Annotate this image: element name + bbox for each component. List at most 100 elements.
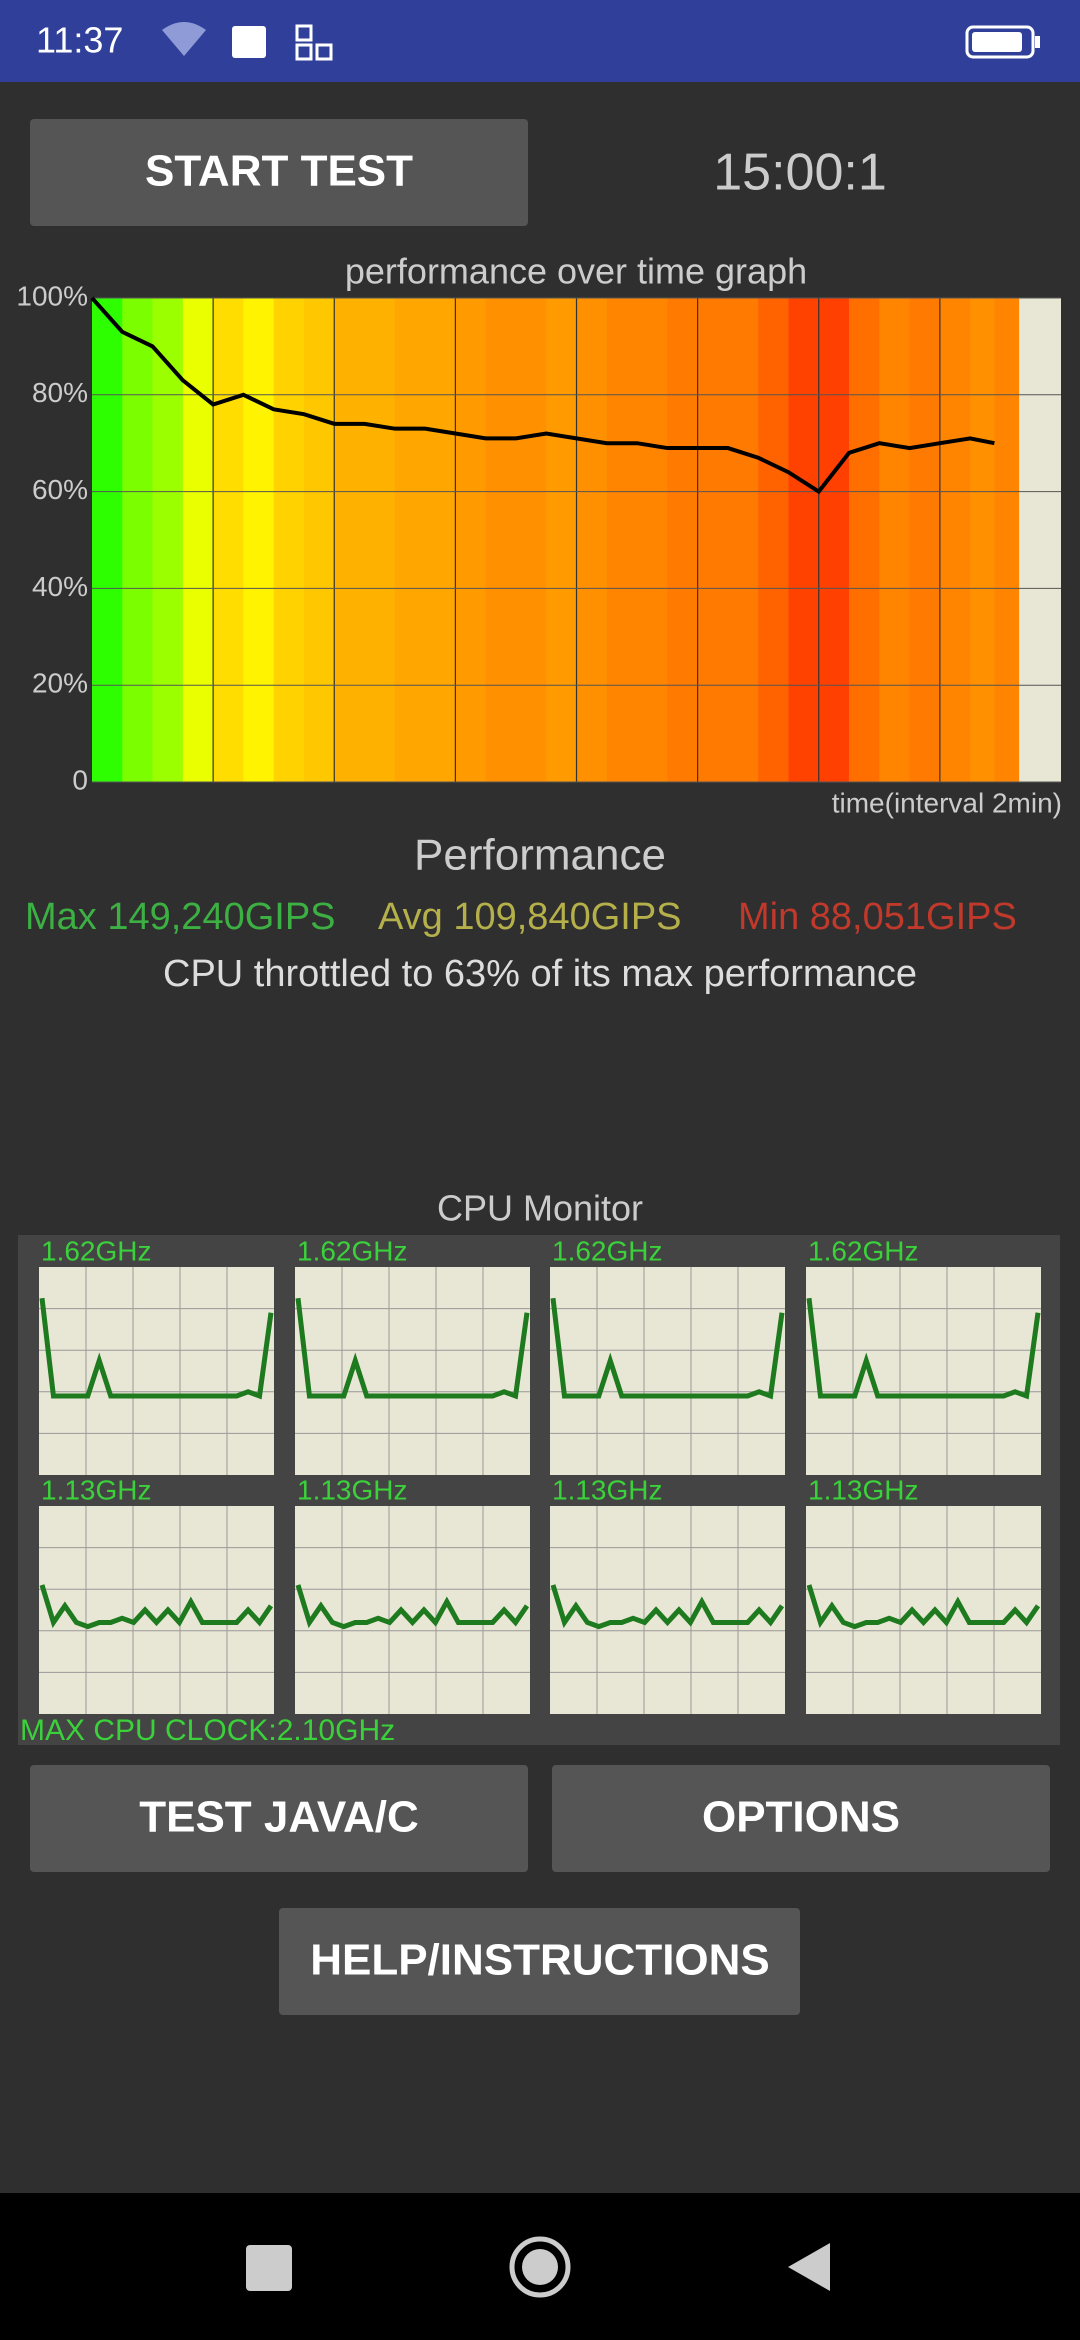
cpu-monitor-title: CPU Monitor <box>437 1188 643 1229</box>
heat-band <box>92 298 123 782</box>
core-frequency: 1.62GHz <box>297 1235 408 1266</box>
heat-band <box>425 298 456 782</box>
x-axis-label: time(interval 2min) <box>832 787 1062 818</box>
heat-band <box>182 298 214 782</box>
status-bar <box>0 0 1080 82</box>
avg-performance: Avg 109,840GIPS <box>378 896 682 938</box>
heat-band <box>909 298 941 782</box>
heat-band <box>727 298 759 782</box>
options-button[interactable] <box>552 1765 1050 1872</box>
heat-band <box>152 298 184 782</box>
core-chart: 1.62GHz <box>550 1235 785 1475</box>
core-frequency: 1.13GHz <box>808 1474 919 1505</box>
core-plot <box>806 1267 1041 1475</box>
core-line <box>295 1297 530 1400</box>
core-frequency: 1.13GHz <box>552 1474 663 1505</box>
test-java-button[interactable] <box>30 1765 528 1872</box>
apps-icon <box>295 24 313 42</box>
heat-band <box>303 298 335 782</box>
heat-band <box>849 298 880 782</box>
core-plot <box>39 1267 274 1475</box>
core-chart: 1.62GHz <box>806 1235 1041 1475</box>
min-performance: Min 88,051GIPS <box>738 896 1017 938</box>
core-plot <box>295 1267 530 1475</box>
image-icon <box>232 26 266 58</box>
core-chart: 1.62GHz <box>39 1235 274 1475</box>
heat-band <box>243 298 275 782</box>
heat-band <box>758 298 789 782</box>
core-plot <box>550 1506 785 1714</box>
core-frequency: 1.13GHz <box>41 1474 152 1505</box>
heat-band <box>394 298 426 782</box>
core-chart: 1.13GHz <box>295 1474 530 1714</box>
heat-band <box>455 298 487 782</box>
heat-band <box>994 298 1020 782</box>
y-tick-label: 60% <box>32 474 88 505</box>
core-frequency: 1.62GHz <box>552 1235 663 1266</box>
heat-band <box>637 298 668 782</box>
core-line <box>806 1584 1041 1630</box>
recents-button[interactable] <box>246 2245 292 2291</box>
core-plot <box>39 1506 274 1714</box>
start-test-label[interactable]: START TEST <box>145 147 413 196</box>
heat-band <box>515 298 547 782</box>
y-tick-label: 80% <box>32 377 88 408</box>
heat-band <box>788 298 820 782</box>
heat-band <box>697 298 729 782</box>
help-label[interactable]: HELP/INSTRUCTIONS <box>310 1936 770 1985</box>
heat-band <box>576 298 608 782</box>
y-tick-label: 40% <box>32 571 88 602</box>
core-frequency: 1.62GHz <box>41 1235 152 1266</box>
heat-band <box>364 298 396 782</box>
core-plot <box>806 1506 1041 1714</box>
apps-icon <box>295 43 313 61</box>
heat-band <box>970 298 995 782</box>
core-line <box>39 1584 274 1630</box>
home-button-dot <box>522 2249 558 2285</box>
heat-band <box>122 298 154 782</box>
options-label[interactable]: OPTIONS <box>702 1793 900 1842</box>
performance-line <box>90 296 995 495</box>
test-java-label[interactable]: TEST JAVA/C <box>139 1793 419 1842</box>
performance-title: Performance <box>414 831 666 880</box>
wifi-icon <box>162 22 206 56</box>
battery-level <box>972 32 1022 52</box>
max-cpu-clock: MAX CPU CLOCK:2.10GHz <box>20 1714 395 1747</box>
heat-band <box>213 298 244 782</box>
timer: 15:00:1 <box>713 144 887 202</box>
core-line <box>550 1584 785 1630</box>
core-chart: 1.13GHz <box>550 1474 785 1714</box>
y-tick-label: 20% <box>32 668 88 699</box>
heat-band <box>546 298 577 782</box>
apps-icon <box>315 43 333 61</box>
back-button[interactable] <box>788 2243 830 2291</box>
max-performance: Max 149,240GIPS <box>25 896 336 938</box>
home-button[interactable] <box>509 2236 571 2298</box>
heat-band <box>334 298 366 782</box>
core-line <box>39 1297 274 1400</box>
core-chart: 1.62GHz <box>295 1235 530 1475</box>
core-frequency: 1.62GHz <box>808 1235 919 1266</box>
core-line <box>295 1584 530 1630</box>
help-button[interactable] <box>279 1908 800 2015</box>
heat-band <box>485 298 517 782</box>
core-plot <box>550 1267 785 1475</box>
core-frequency: 1.13GHz <box>297 1474 408 1505</box>
heat-band <box>939 298 971 782</box>
clock: 11:37 <box>36 20 123 61</box>
heat-band <box>273 298 305 782</box>
core-line <box>806 1297 1041 1400</box>
core-plot <box>295 1506 530 1714</box>
core-line <box>550 1297 785 1400</box>
heat-band <box>667 298 699 782</box>
heat-band <box>879 298 911 782</box>
y-tick-label: 100% <box>16 280 88 311</box>
heat-band <box>606 298 638 782</box>
battery-tip <box>1035 36 1040 48</box>
start-test-button[interactable] <box>30 119 528 226</box>
throttle-summary: CPU throttled to 63% of its max performa… <box>163 953 917 995</box>
core-chart: 1.13GHz <box>806 1474 1041 1714</box>
core-chart: 1.13GHz <box>39 1474 274 1714</box>
chart-title: performance over time graph <box>345 251 807 292</box>
